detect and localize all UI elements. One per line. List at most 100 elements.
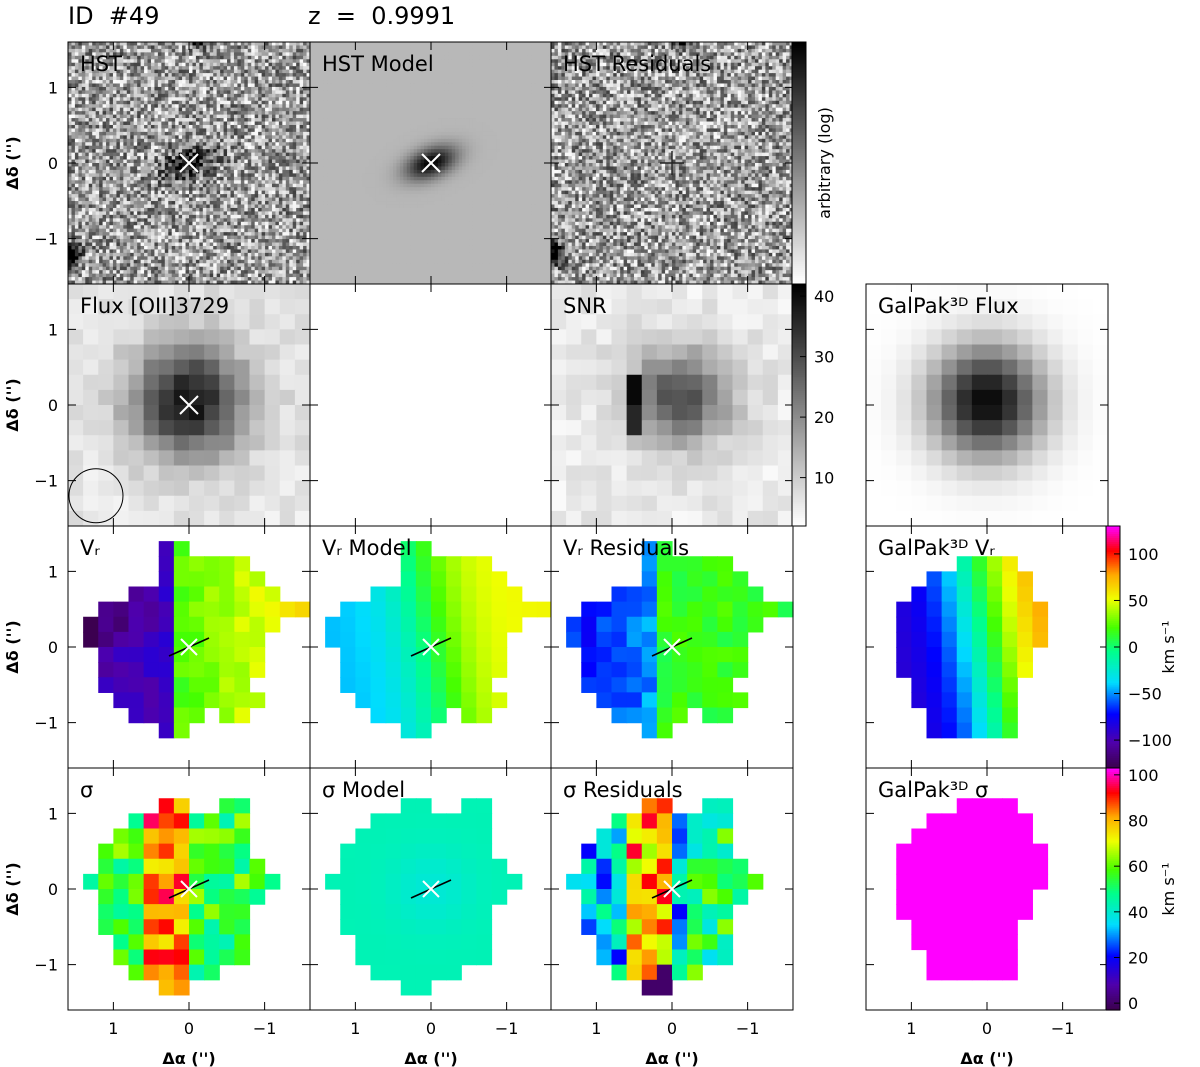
hst-pixel: [116, 138, 121, 143]
hst-pixel: [123, 190, 128, 195]
hst-pixel: [282, 80, 287, 84]
hst-pixel: [88, 62, 93, 67]
hst-pixel: [289, 214, 294, 219]
hst-pixel: [119, 59, 124, 64]
hst-pixel: [182, 176, 187, 181]
hst-pixel: [157, 163, 162, 167]
hst-pixel: [189, 62, 193, 67]
hst-pixel: [112, 197, 117, 202]
hst-pixel: [213, 201, 218, 205]
hst-pixel: [275, 156, 280, 161]
hst-pixel: [289, 86, 294, 91]
hst-pixel: [161, 107, 166, 112]
hst-pixel: [254, 252, 259, 257]
hst-pixel: [154, 66, 159, 71]
hst-pixel: [144, 218, 149, 223]
hst-pixel: [68, 128, 72, 133]
hst-pixel: [102, 149, 107, 154]
hst-pixel: [285, 249, 290, 254]
hst-pixel: [102, 266, 107, 271]
hst-pixel: [116, 48, 121, 53]
hst-pixel: [216, 190, 221, 195]
hst-pixel: [189, 183, 193, 188]
hst-pixel: [195, 280, 200, 285]
hst-pixel: [95, 263, 100, 268]
hst-pixel: [296, 59, 301, 64]
hst-pixel: [74, 221, 79, 226]
hst-pixel: [185, 273, 190, 278]
hst-pixel: [68, 176, 72, 181]
hst-pixel: [240, 252, 245, 257]
hst-pixel: [116, 131, 121, 136]
hst-pixel: [289, 66, 294, 71]
hst-pixel: [230, 273, 235, 278]
hst-pixel: [268, 225, 273, 230]
hst-pixel: [216, 93, 221, 98]
hst-pixel: [261, 266, 266, 271]
hst-pixel: [275, 111, 280, 116]
hst-pixel: [240, 280, 245, 285]
hst-pixel: [278, 152, 283, 157]
hst-pixel: [251, 159, 256, 164]
hst-pixel: [102, 277, 107, 282]
hst-pixel: [285, 55, 290, 60]
hst-pixel: [195, 242, 200, 247]
hst-pixel: [278, 118, 283, 123]
hst-pixel: [116, 228, 121, 233]
hst-pixel: [68, 259, 72, 264]
hst-pixel: [244, 214, 249, 219]
hst-pixel: [81, 156, 86, 161]
hst-pixel: [258, 42, 263, 46]
hst-pixel: [275, 225, 280, 230]
hst-pixel: [150, 145, 155, 150]
hst-pixel: [282, 201, 287, 205]
hst-pixel: [278, 169, 283, 174]
hst-pixel: [265, 249, 270, 254]
hst-pixel: [237, 211, 242, 216]
hst-pixel: [202, 97, 207, 102]
hst-pixel: [116, 111, 121, 116]
hst-pixel: [233, 218, 238, 223]
hst-pixel: [78, 180, 83, 185]
hst-pixel: [112, 52, 117, 57]
hst-pixel: [247, 245, 252, 250]
hst-pixel: [74, 163, 79, 167]
hst-pixel: [144, 214, 149, 219]
hst-pixel: [157, 97, 162, 102]
hst-pixel: [258, 45, 263, 50]
hst-pixel: [296, 52, 301, 57]
hst-pixel: [285, 280, 290, 285]
hst-pixel: [271, 273, 276, 278]
hst-pixel: [106, 190, 110, 195]
hst-pixel: [99, 118, 104, 123]
hst-pixel: [195, 42, 200, 46]
hst-pixel: [133, 66, 138, 71]
hst-pixel: [178, 135, 183, 140]
hst-pixel: [130, 83, 135, 88]
hst-pixel: [268, 214, 273, 219]
hst-pixel: [240, 194, 245, 199]
hst-pixel: [78, 221, 83, 226]
hst-pixel: [133, 225, 138, 230]
hst-pixel: [171, 142, 176, 147]
hst-pixel: [237, 204, 242, 209]
hst-pixel: [209, 76, 214, 81]
hst-pixel: [95, 273, 100, 278]
hst-pixel: [306, 280, 311, 285]
hst-pixel: [237, 97, 242, 102]
hst-pixel: [109, 280, 114, 285]
hst-pixel: [195, 249, 200, 254]
hst-pixel: [140, 45, 145, 50]
hst-pixel: [157, 52, 162, 57]
hst-pixel: [144, 86, 149, 91]
hst-pixel: [275, 48, 280, 53]
hst-pixel: [71, 173, 76, 178]
hst-pixel: [112, 73, 117, 78]
hst-pixel: [109, 83, 114, 88]
hst-pixel: [247, 187, 252, 192]
hst-pixel: [106, 62, 110, 67]
hst-pixel: [157, 156, 162, 161]
hst-pixel: [116, 114, 121, 119]
hst-pixel: [199, 163, 204, 167]
hst-pixel: [161, 228, 166, 233]
